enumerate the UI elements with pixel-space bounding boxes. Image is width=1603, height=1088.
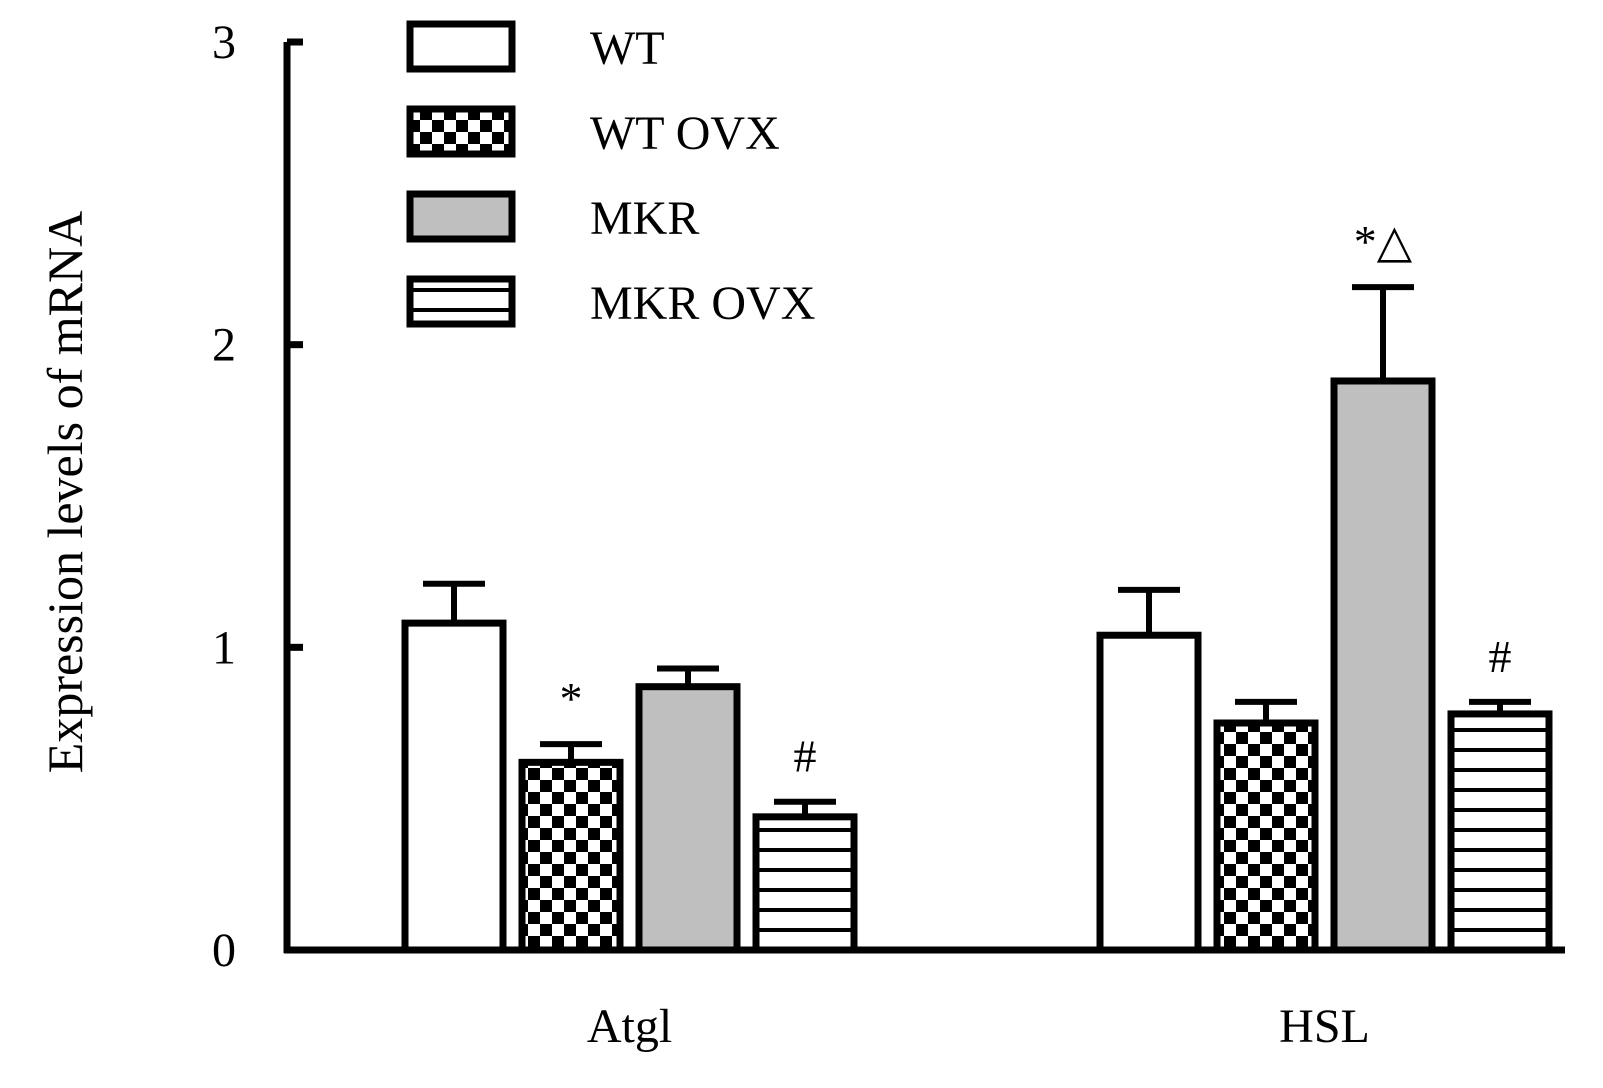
bar-atgl-wt — [401, 619, 507, 954]
legend-swatch-mkr-ovx — [406, 275, 516, 328]
legend-label-wt: WT — [590, 22, 665, 75]
legend-swatch-wt-ovx — [406, 105, 516, 158]
significance-label: # — [794, 731, 817, 782]
bar-atgl-mkr-ovx — [752, 813, 858, 954]
bar-hsl-mkr-ovx — [1447, 710, 1553, 954]
y-tick-label: 2 — [212, 319, 236, 372]
bar-hsl-wt-ovx — [1213, 719, 1319, 954]
bar-hsl-wt — [1096, 631, 1202, 954]
category-label-hsl: HSL — [1279, 1000, 1370, 1053]
y-tick-label: 0 — [212, 924, 236, 977]
y-tick-label: 1 — [212, 621, 236, 674]
legend-label-mkr: MKR — [590, 192, 699, 245]
legend-swatch-mkr — [406, 190, 516, 243]
y-tick-label: 3 — [212, 16, 236, 69]
legend-label-mkr-ovx: MKR OVX — [590, 277, 815, 330]
bar-atgl-wt-ovx — [518, 758, 624, 954]
significance-label: * — [560, 673, 583, 724]
legend-label-wt-ovx: WT OVX — [590, 107, 780, 160]
significance-label: # — [1489, 631, 1512, 682]
category-label-atgl: Atgl — [587, 1000, 672, 1053]
significance-label: *△ — [1354, 216, 1413, 267]
axes-layer: Atgl HSL 0 1 2 3 — [212, 16, 1565, 1053]
legend-swatch-wt — [406, 20, 516, 73]
legend: WT WT OVX MKR MKR OVX — [406, 20, 815, 330]
bars-layer: * # *△ # — [401, 216, 1553, 954]
bar-hsl-mkr — [1330, 377, 1436, 954]
bar-atgl-mkr — [635, 683, 741, 954]
y-axis-title: Expression levels of mRNA — [37, 211, 93, 773]
